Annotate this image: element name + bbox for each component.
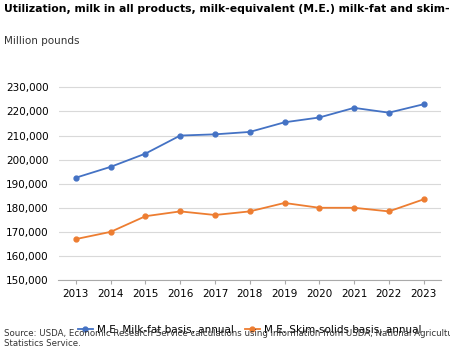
Text: Utilization, milk in all products, milk-equivalent (M.E.) milk-fat and skim-soli: Utilization, milk in all products, milk-… <box>4 4 450 14</box>
M.E. Milk-fat basis, annual <box>386 111 391 115</box>
M.E. Skim-solids basis, annual <box>108 230 113 234</box>
Legend: M.E. Milk-fat basis, annual, M.E. Skim-solids basis, annual: M.E. Milk-fat basis, annual, M.E. Skim-s… <box>73 321 426 339</box>
M.E. Milk-fat basis, annual <box>177 134 183 138</box>
M.E. Skim-solids basis, annual <box>143 214 148 218</box>
Text: Million pounds: Million pounds <box>4 36 80 46</box>
Text: Source: USDA, Economic Research Service calculations using information from USDA: Source: USDA, Economic Research Service … <box>4 329 450 348</box>
M.E. Milk-fat basis, annual <box>351 106 357 110</box>
M.E. Skim-solids basis, annual <box>177 209 183 214</box>
M.E. Skim-solids basis, annual <box>386 209 391 214</box>
M.E. Milk-fat basis, annual <box>317 115 322 120</box>
M.E. Milk-fat basis, annual <box>108 165 113 169</box>
Line: M.E. Milk-fat basis, annual: M.E. Milk-fat basis, annual <box>73 102 426 180</box>
M.E. Milk-fat basis, annual <box>143 151 148 156</box>
M.E. Skim-solids basis, annual <box>282 201 287 205</box>
M.E. Skim-solids basis, annual <box>73 237 79 241</box>
Line: M.E. Skim-solids basis, annual: M.E. Skim-solids basis, annual <box>73 197 426 242</box>
M.E. Skim-solids basis, annual <box>317 206 322 210</box>
M.E. Milk-fat basis, annual <box>73 176 79 180</box>
M.E. Milk-fat basis, annual <box>247 130 252 134</box>
M.E. Skim-solids basis, annual <box>421 197 426 201</box>
M.E. Milk-fat basis, annual <box>282 120 287 125</box>
M.E. Skim-solids basis, annual <box>212 213 218 217</box>
M.E. Milk-fat basis, annual <box>212 132 218 136</box>
M.E. Skim-solids basis, annual <box>351 206 357 210</box>
M.E. Milk-fat basis, annual <box>421 102 426 106</box>
M.E. Skim-solids basis, annual <box>247 209 252 214</box>
